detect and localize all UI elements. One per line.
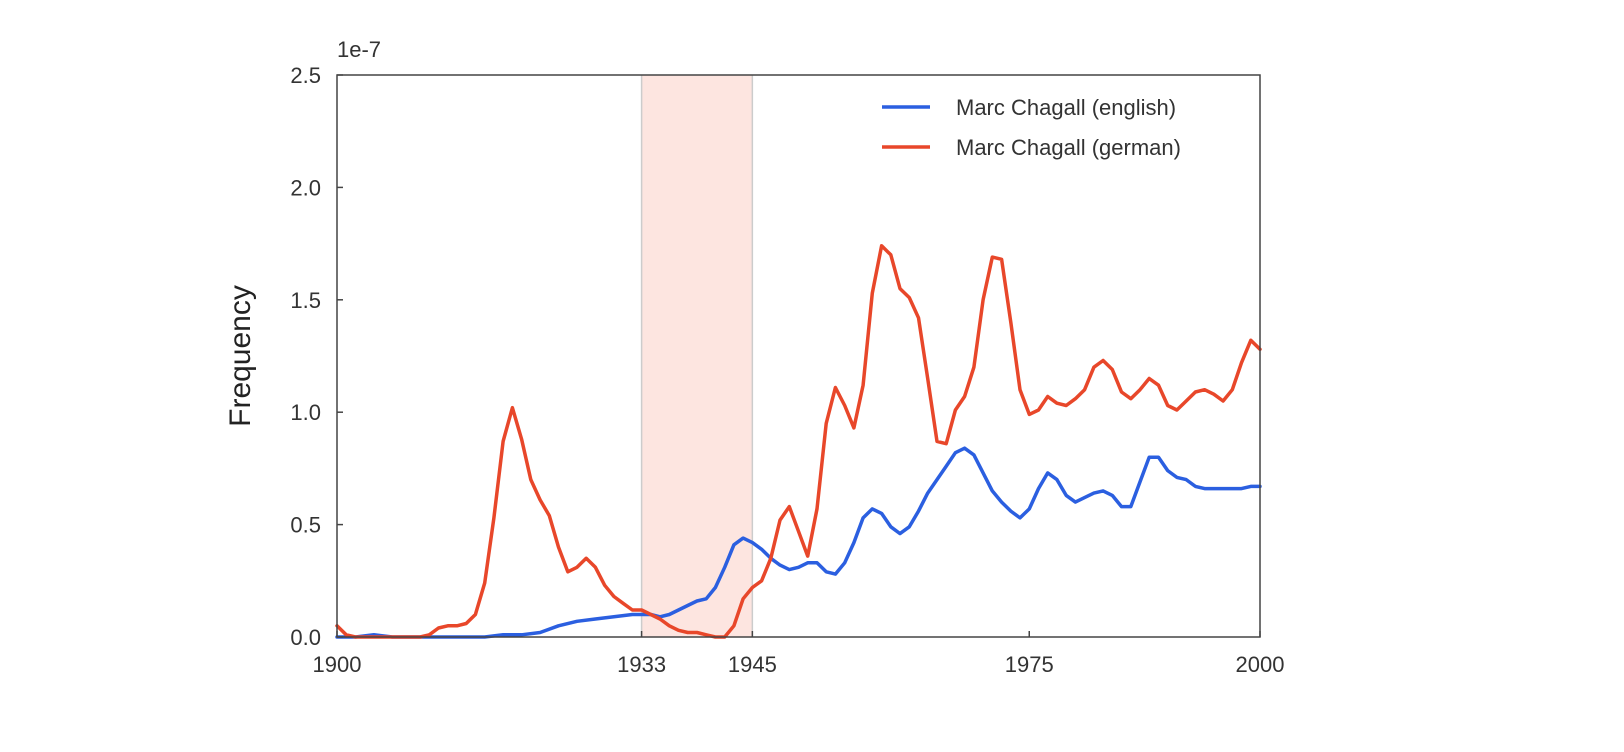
x-tick-label: 1933 xyxy=(617,652,666,677)
series-line-english xyxy=(335,446,1262,639)
x-tick-label: 1975 xyxy=(1005,652,1054,677)
y-tick-label: 0.5 xyxy=(290,513,321,538)
y-tick-label: 2.0 xyxy=(290,175,321,200)
y-tick-label: 1.5 xyxy=(290,288,321,313)
x-tick-label: 1945 xyxy=(728,652,777,677)
y-tick-label: 1.0 xyxy=(290,400,321,425)
legend-label-english: Marc Chagall (english) xyxy=(956,95,1176,120)
x-tick-label: 1900 xyxy=(313,652,362,677)
y-tick-label: 0.0 xyxy=(290,625,321,650)
legend: Marc Chagall (english) Marc Chagall (germ… xyxy=(882,95,1181,160)
x-tick-label: 2000 xyxy=(1236,652,1285,677)
y-tick-label: 2.5 xyxy=(290,63,321,88)
y-axis-label: Frequency xyxy=(224,285,257,427)
y-offset-label: 1e-7 xyxy=(337,37,381,62)
highlight-band xyxy=(641,75,753,637)
series-line-german xyxy=(335,244,1262,639)
legend-label-german: Marc Chagall (german) xyxy=(956,135,1181,160)
plot-frame xyxy=(336,74,1261,638)
